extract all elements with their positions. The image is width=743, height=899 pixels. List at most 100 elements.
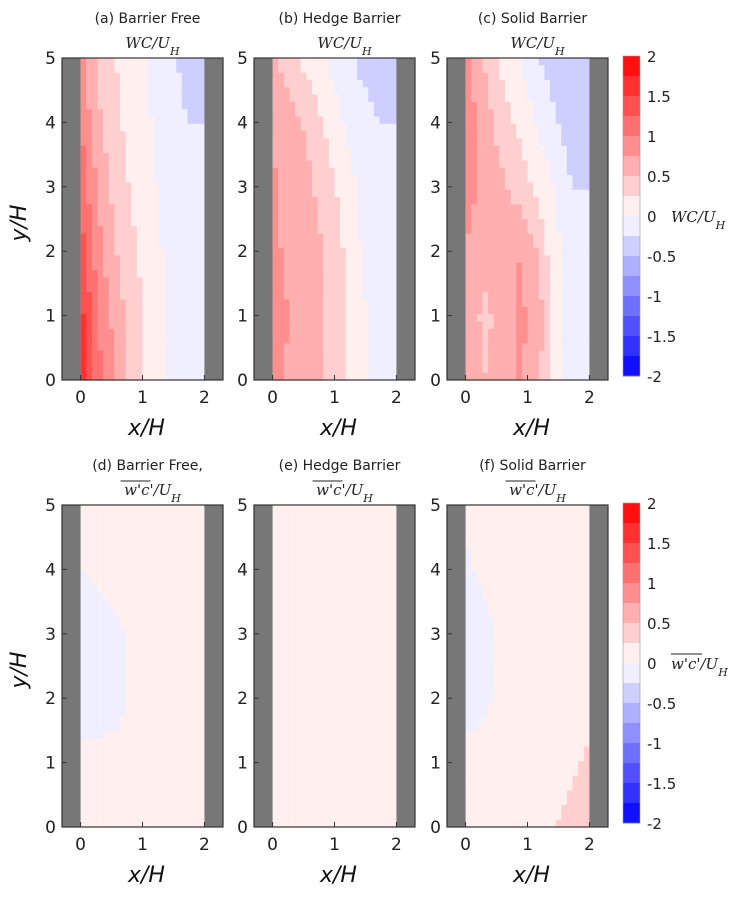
contour-cell (317, 211, 324, 220)
contour-cell (193, 233, 200, 242)
contour-cell (289, 292, 296, 301)
contour-cell (159, 160, 166, 169)
contour-cell (103, 365, 110, 374)
contour-cell (181, 629, 189, 638)
contour-cell (328, 94, 336, 103)
contour-cell (504, 226, 512, 235)
contour-cell (80, 248, 87, 257)
contour-cell (97, 541, 104, 550)
contour-cell (153, 666, 160, 674)
contour-cell (306, 109, 313, 118)
contour-cell (357, 797, 364, 806)
contour-cell (311, 805, 319, 813)
contour-cell (504, 240, 512, 249)
contour-cell (283, 739, 291, 748)
contour-cell (108, 797, 115, 806)
contour-cell (289, 350, 296, 359)
contour-cell (311, 687, 319, 696)
contour-cell (351, 512, 358, 521)
contour-cell (86, 541, 93, 550)
contour-cell (142, 717, 149, 726)
contour-cell (471, 292, 478, 301)
contour-cell (103, 519, 110, 528)
contour-cell (80, 753, 87, 762)
contour-cell (295, 761, 302, 770)
contour-cell (159, 145, 166, 154)
contour-cell (351, 101, 358, 110)
contour-cell (357, 306, 364, 315)
contour-cell (317, 585, 324, 594)
contour-cell (159, 365, 166, 374)
contour-cell (488, 58, 495, 66)
contour-cell (334, 358, 341, 366)
contour-cell (86, 585, 93, 594)
contour-cell (510, 167, 517, 176)
contour-cell (561, 138, 568, 147)
contour-cell (159, 255, 166, 264)
contour-cell (323, 343, 330, 352)
contour-cell (80, 534, 87, 543)
contour-cell (295, 702, 302, 711)
contour-cell (362, 299, 369, 308)
contour-cell (311, 636, 319, 645)
panel-title: (b) Hedge Barrier (279, 11, 401, 27)
contour-cell (373, 284, 381, 293)
contour-cell (334, 87, 341, 96)
contour-cell (131, 204, 138, 213)
contour-cell (193, 350, 200, 359)
contour-cell (103, 299, 110, 308)
contour-cell (91, 65, 99, 74)
contour-cell (368, 175, 375, 184)
contour-cell (345, 687, 352, 696)
contour-cell (187, 519, 194, 528)
contour-cell (148, 240, 155, 249)
contour-cell (493, 65, 500, 74)
contour-cell (136, 94, 144, 103)
contour-cell (340, 658, 347, 667)
contour-cell (362, 358, 369, 366)
contour-cell (362, 541, 369, 550)
contour-cell (373, 629, 381, 638)
contour-cell (306, 578, 313, 587)
contour-cell (181, 731, 189, 740)
contour-field (465, 58, 591, 381)
contour-cell (516, 350, 523, 359)
contour-cell (295, 204, 302, 213)
contour-cell (362, 189, 369, 198)
contour-cell (80, 578, 87, 587)
contour-cell (379, 306, 386, 315)
contour-cell (488, 167, 495, 176)
contour-cell (390, 702, 398, 711)
contour-cell (176, 702, 183, 711)
contour-cell (148, 284, 155, 293)
contour-cell (114, 651, 121, 660)
contour-cell (300, 768, 307, 777)
contour-cell (136, 629, 144, 638)
contour-cell (97, 131, 104, 140)
contour-cell (345, 226, 352, 235)
contour-cell (561, 58, 568, 66)
contour-cell (86, 94, 93, 103)
contour-cell (471, 240, 478, 249)
contour-cell (578, 175, 585, 184)
contour-cell (97, 519, 104, 528)
contour-cell (198, 182, 206, 191)
contour-cell (170, 526, 177, 535)
contour-cell (142, 175, 149, 184)
contour-cell (170, 58, 177, 66)
contour-cell (390, 658, 398, 667)
contour-cell (125, 358, 132, 366)
contour-cell (181, 240, 189, 249)
contour-cell (379, 702, 386, 711)
contour-cell (119, 87, 127, 96)
contour-cell (499, 321, 506, 330)
contour-cell (521, 328, 529, 337)
contour-cell (351, 328, 358, 337)
contour-cell (368, 651, 375, 660)
contour-cell (131, 746, 138, 755)
contour-cell (544, 153, 551, 162)
contour-cell (476, 358, 484, 366)
contour-cell (278, 578, 285, 587)
contour-cell (482, 175, 489, 184)
contour-cell (390, 299, 398, 308)
